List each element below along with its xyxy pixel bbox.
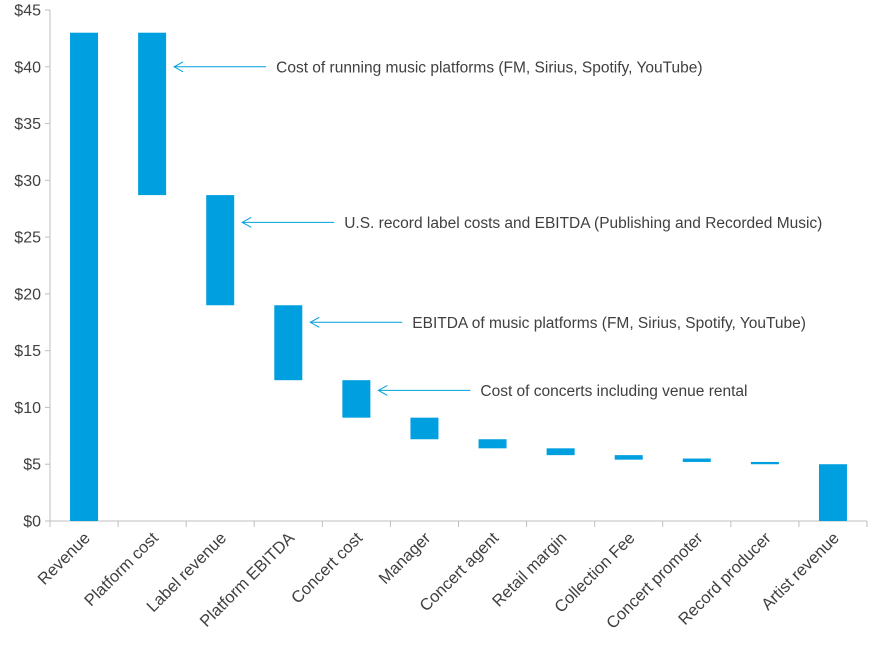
bar <box>818 464 847 521</box>
annotation-text: Cost of running music platforms (FM, Sir… <box>276 59 702 76</box>
x-category-label: Concert cost <box>288 529 367 608</box>
y-tick-label: $10 <box>14 400 41 417</box>
bar <box>70 32 99 521</box>
x-category-label: Manager <box>376 529 435 588</box>
annotations: Cost of running music platforms (FM, Sir… <box>173 59 822 400</box>
bar <box>206 195 235 306</box>
y-tick-label: $20 <box>14 286 41 303</box>
bar <box>682 458 711 462</box>
y-tick-label: $40 <box>14 59 41 76</box>
y-tick-label: $15 <box>14 343 41 360</box>
bar <box>750 461 779 465</box>
y-tick-label: $25 <box>14 230 41 247</box>
y-tick-label: $30 <box>14 173 41 190</box>
y-tick-label: $45 <box>14 3 41 20</box>
y-tick-label: $0 <box>23 514 41 531</box>
annotation-arrowhead <box>241 216 252 228</box>
bar <box>274 305 303 381</box>
annotation-text: U.S. record label costs and EBITDA (Publ… <box>344 215 822 232</box>
annotation-arrowhead <box>377 384 388 396</box>
annotation-text: Cost of concerts including venue rental <box>480 383 747 400</box>
y-axis: $0 $5 $10 $15 $20 $25 $30 $35 $40 $45 <box>14 3 51 531</box>
y-tick-label: $35 <box>14 116 41 133</box>
bar <box>614 455 643 460</box>
annotation-arrowhead <box>173 61 184 73</box>
annotation-arrowhead <box>309 316 320 328</box>
bar <box>410 417 439 440</box>
x-category-label: Revenue <box>34 529 93 588</box>
bar <box>546 448 575 456</box>
bar <box>478 439 507 449</box>
bar <box>138 32 167 196</box>
bar <box>342 380 371 418</box>
bars <box>70 32 847 521</box>
y-tick-label: $5 <box>23 457 41 474</box>
annotation-text: EBITDA of music platforms (FM, Sirius, S… <box>412 315 806 332</box>
